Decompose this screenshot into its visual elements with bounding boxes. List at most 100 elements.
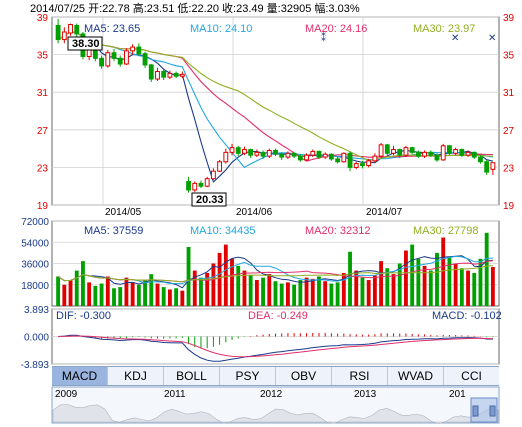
volume-bars bbox=[56, 232, 495, 306]
macd-axis: 3.893 0.000 -3.893 bbox=[21, 305, 50, 371]
candle-body bbox=[409, 147, 415, 153]
volume-bar bbox=[279, 283, 284, 306]
volume-bar bbox=[490, 267, 495, 306]
candle-body bbox=[360, 163, 365, 167]
candle-body bbox=[316, 150, 322, 158]
high-annotation-box bbox=[67, 36, 103, 51]
tab-kdj[interactable]: KDJ bbox=[108, 367, 164, 385]
volume-ma5-line bbox=[57, 255, 493, 289]
volume-bar bbox=[435, 252, 439, 306]
candle-body bbox=[229, 147, 235, 153]
candle-body bbox=[341, 152, 347, 163]
candle-body bbox=[266, 149, 272, 157]
candle-body bbox=[372, 155, 378, 162]
volume-bar bbox=[366, 280, 371, 306]
candle-body bbox=[117, 57, 123, 65]
tab-macd[interactable]: MACD bbox=[52, 367, 108, 385]
candle-body bbox=[130, 46, 136, 52]
price-tick-label: 23 bbox=[37, 163, 49, 174]
volume-bar bbox=[385, 268, 390, 306]
price-tick-label: 19 bbox=[37, 201, 49, 212]
volume-bar bbox=[391, 274, 396, 306]
price-tick-label: 35 bbox=[503, 51, 515, 62]
volume-bar bbox=[199, 277, 203, 306]
volume-bar bbox=[329, 283, 334, 306]
volume-ma-lines bbox=[57, 255, 493, 289]
date-label: 2014/05 bbox=[105, 207, 142, 218]
volume-bar bbox=[360, 277, 365, 306]
candle-body bbox=[186, 181, 191, 191]
macd-value: MACD: -0.102 bbox=[432, 310, 502, 322]
event-marker-icon: ✕ bbox=[488, 33, 496, 44]
volume-bar bbox=[136, 284, 141, 306]
candle-body bbox=[92, 50, 98, 59]
candle-body bbox=[179, 73, 185, 77]
volume-bar bbox=[335, 282, 340, 306]
candle-body bbox=[310, 150, 316, 156]
legend-ma30: MA30: 23.97 bbox=[413, 23, 475, 35]
volume-bar bbox=[304, 277, 309, 306]
volume-bar bbox=[87, 282, 92, 306]
candle-body bbox=[248, 149, 254, 156]
dif-line bbox=[58, 334, 493, 362]
volume-bar bbox=[74, 270, 79, 306]
candle-body bbox=[490, 162, 496, 170]
tab-psy[interactable]: PSY bbox=[220, 367, 276, 385]
candle-body bbox=[61, 31, 67, 41]
volume-bar bbox=[447, 256, 452, 306]
overview-area bbox=[52, 404, 499, 425]
volume-bar bbox=[317, 276, 321, 306]
candle-body bbox=[322, 153, 328, 158]
tab-wvad[interactable]: WVAD bbox=[388, 367, 444, 385]
candle-body bbox=[74, 24, 80, 35]
volume-bar bbox=[422, 265, 427, 306]
candle-body bbox=[391, 149, 396, 154]
low-annotation: 20.33 bbox=[196, 194, 224, 206]
tab-rsi[interactable]: RSI bbox=[332, 367, 388, 385]
volume-legend-ma30: MA30: 27798 bbox=[413, 225, 478, 237]
overview-year: 201 bbox=[449, 389, 466, 400]
volume-bar bbox=[155, 283, 160, 306]
volume-bar bbox=[56, 276, 61, 306]
candle-body bbox=[415, 151, 421, 157]
candle-body bbox=[55, 24, 61, 41]
candle-body bbox=[192, 182, 198, 191]
overview-left-handle[interactable] bbox=[472, 405, 479, 417]
overview-right-handle[interactable] bbox=[489, 405, 496, 417]
candle-body bbox=[136, 46, 142, 55]
volume-bar bbox=[81, 261, 85, 306]
price-tick-label: 31 bbox=[37, 88, 49, 99]
volume-tick-label: 72000 bbox=[21, 217, 49, 228]
volume-bar bbox=[341, 272, 346, 306]
candle-body bbox=[453, 149, 459, 154]
volume-bar bbox=[118, 287, 123, 306]
volume-bar bbox=[354, 270, 359, 306]
candle-body bbox=[397, 149, 403, 156]
price-panel bbox=[51, 16, 500, 206]
candle-body bbox=[347, 152, 353, 168]
volume-bar bbox=[273, 281, 278, 306]
volume-bar bbox=[143, 280, 147, 306]
candle-body bbox=[204, 178, 210, 187]
volume-bar bbox=[372, 275, 377, 306]
price-tick-label: 39 bbox=[37, 13, 49, 24]
candle-body bbox=[273, 149, 278, 155]
candle-body bbox=[384, 144, 390, 154]
volume-bar bbox=[192, 270, 197, 306]
candle-body bbox=[378, 144, 384, 157]
candle-body bbox=[124, 50, 129, 65]
volume-bar bbox=[441, 237, 446, 306]
tab-cci[interactable]: CCI bbox=[461, 369, 482, 383]
candle-body bbox=[235, 147, 241, 154]
tab-obv[interactable]: OBV bbox=[276, 367, 332, 385]
volume-bar bbox=[130, 282, 135, 306]
tab-boll[interactable]: BOLL bbox=[164, 367, 220, 385]
macd-dif: DIF: -0.300 bbox=[56, 310, 111, 322]
volume-bar bbox=[310, 278, 315, 306]
volume-bar bbox=[466, 270, 470, 306]
volume-bar bbox=[261, 277, 266, 306]
volume-bar bbox=[472, 272, 477, 306]
volume-bar bbox=[161, 287, 166, 306]
candle-body bbox=[366, 160, 372, 167]
